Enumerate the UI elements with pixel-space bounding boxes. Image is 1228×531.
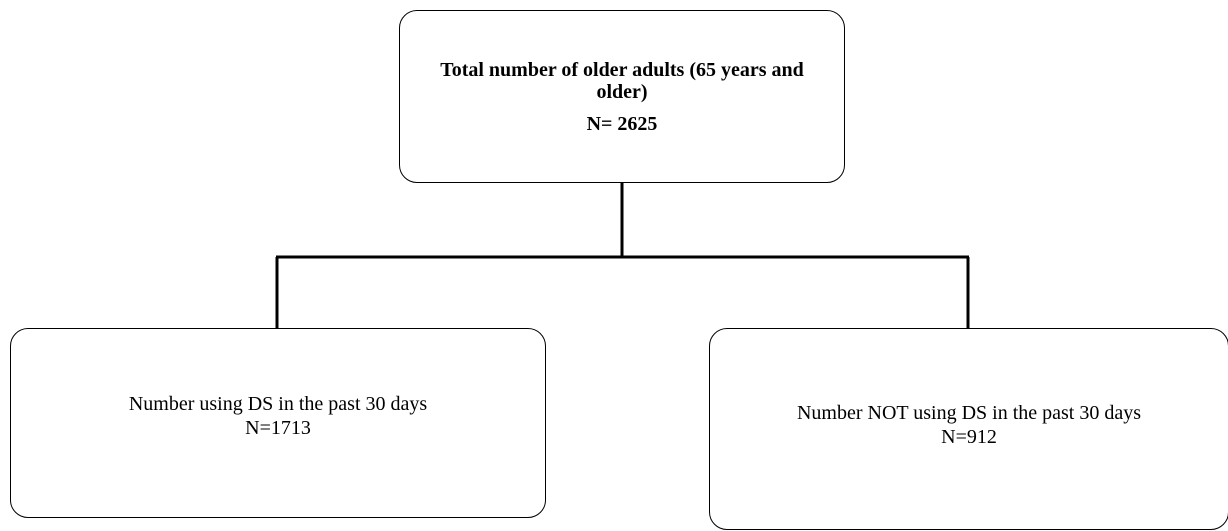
total-older-adults-box: Total number of older adults (65 years a… [399, 10, 845, 183]
ds-users-box: Number using DS in the past 30 days N=17… [10, 328, 546, 518]
ds-users-count: N=1713 [245, 417, 311, 439]
ds-non-users-label: Number NOT using DS in the past 30 days [796, 402, 1142, 424]
ds-non-users-box: Number NOT using DS in the past 30 days … [709, 328, 1228, 530]
total-older-adults-label: Total number of older adults (65 years a… [440, 58, 804, 103]
ds-users-label: Number using DS in the past 30 days [128, 393, 428, 415]
ds-non-users-count: N=912 [941, 426, 997, 448]
total-older-adults-count: N= 2625 [586, 112, 658, 135]
